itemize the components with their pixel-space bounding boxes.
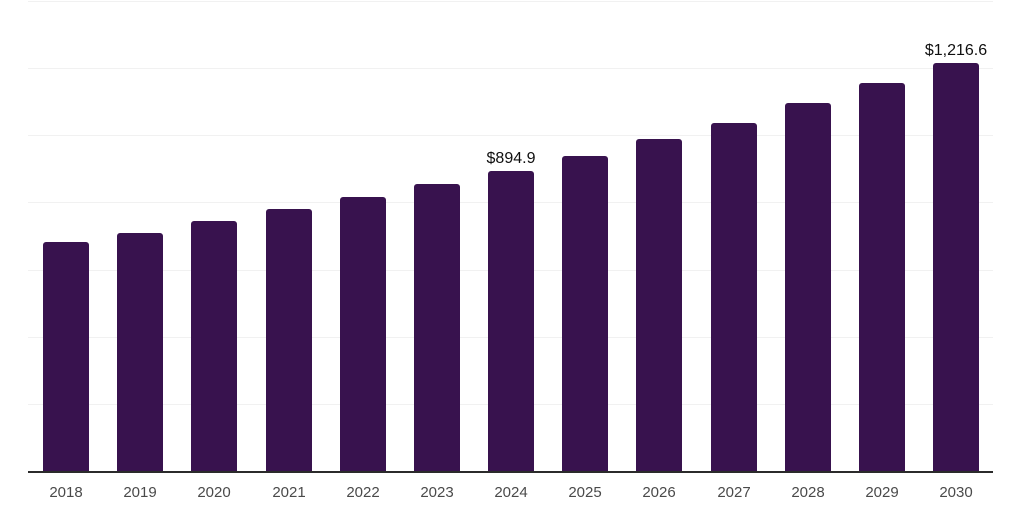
gridline-1200: [28, 68, 993, 69]
gridline-1400: [28, 1, 993, 2]
x-tick-2025: 2025: [568, 484, 602, 501]
bar-2025: [562, 156, 608, 471]
x-tick-2027: 2027: [717, 484, 751, 501]
x-tick-2028: 2028: [791, 484, 825, 501]
bar-2026: [636, 139, 682, 471]
x-axis-line: [28, 471, 993, 473]
bar-2021: [266, 209, 312, 471]
bar-2018: [43, 242, 89, 471]
data-label-2024: $894.9: [486, 150, 536, 167]
bar-2030: [933, 63, 979, 471]
x-tick-2030: 2030: [939, 484, 973, 501]
x-tick-2023: 2023: [420, 484, 454, 501]
bar-2020: [191, 221, 237, 471]
x-tick-2019: 2019: [123, 484, 157, 501]
bar-2022: [340, 197, 386, 471]
bar-2027: [711, 123, 757, 471]
bar-2024: [488, 171, 534, 471]
gridline-1000: [28, 135, 993, 136]
x-tick-2024: 2024: [494, 484, 528, 501]
x-tick-2021: 2021: [272, 484, 306, 501]
data-label-2030: $1,216.6: [924, 42, 988, 59]
x-tick-2020: 2020: [197, 484, 231, 501]
bar-2029: [859, 83, 905, 471]
bar-2028: [785, 103, 831, 471]
bar-2019: [117, 233, 163, 471]
x-tick-2029: 2029: [865, 484, 899, 501]
x-tick-2026: 2026: [642, 484, 676, 501]
x-tick-2022: 2022: [346, 484, 380, 501]
bar-2023: [414, 184, 460, 471]
x-tick-2018: 2018: [49, 484, 83, 501]
